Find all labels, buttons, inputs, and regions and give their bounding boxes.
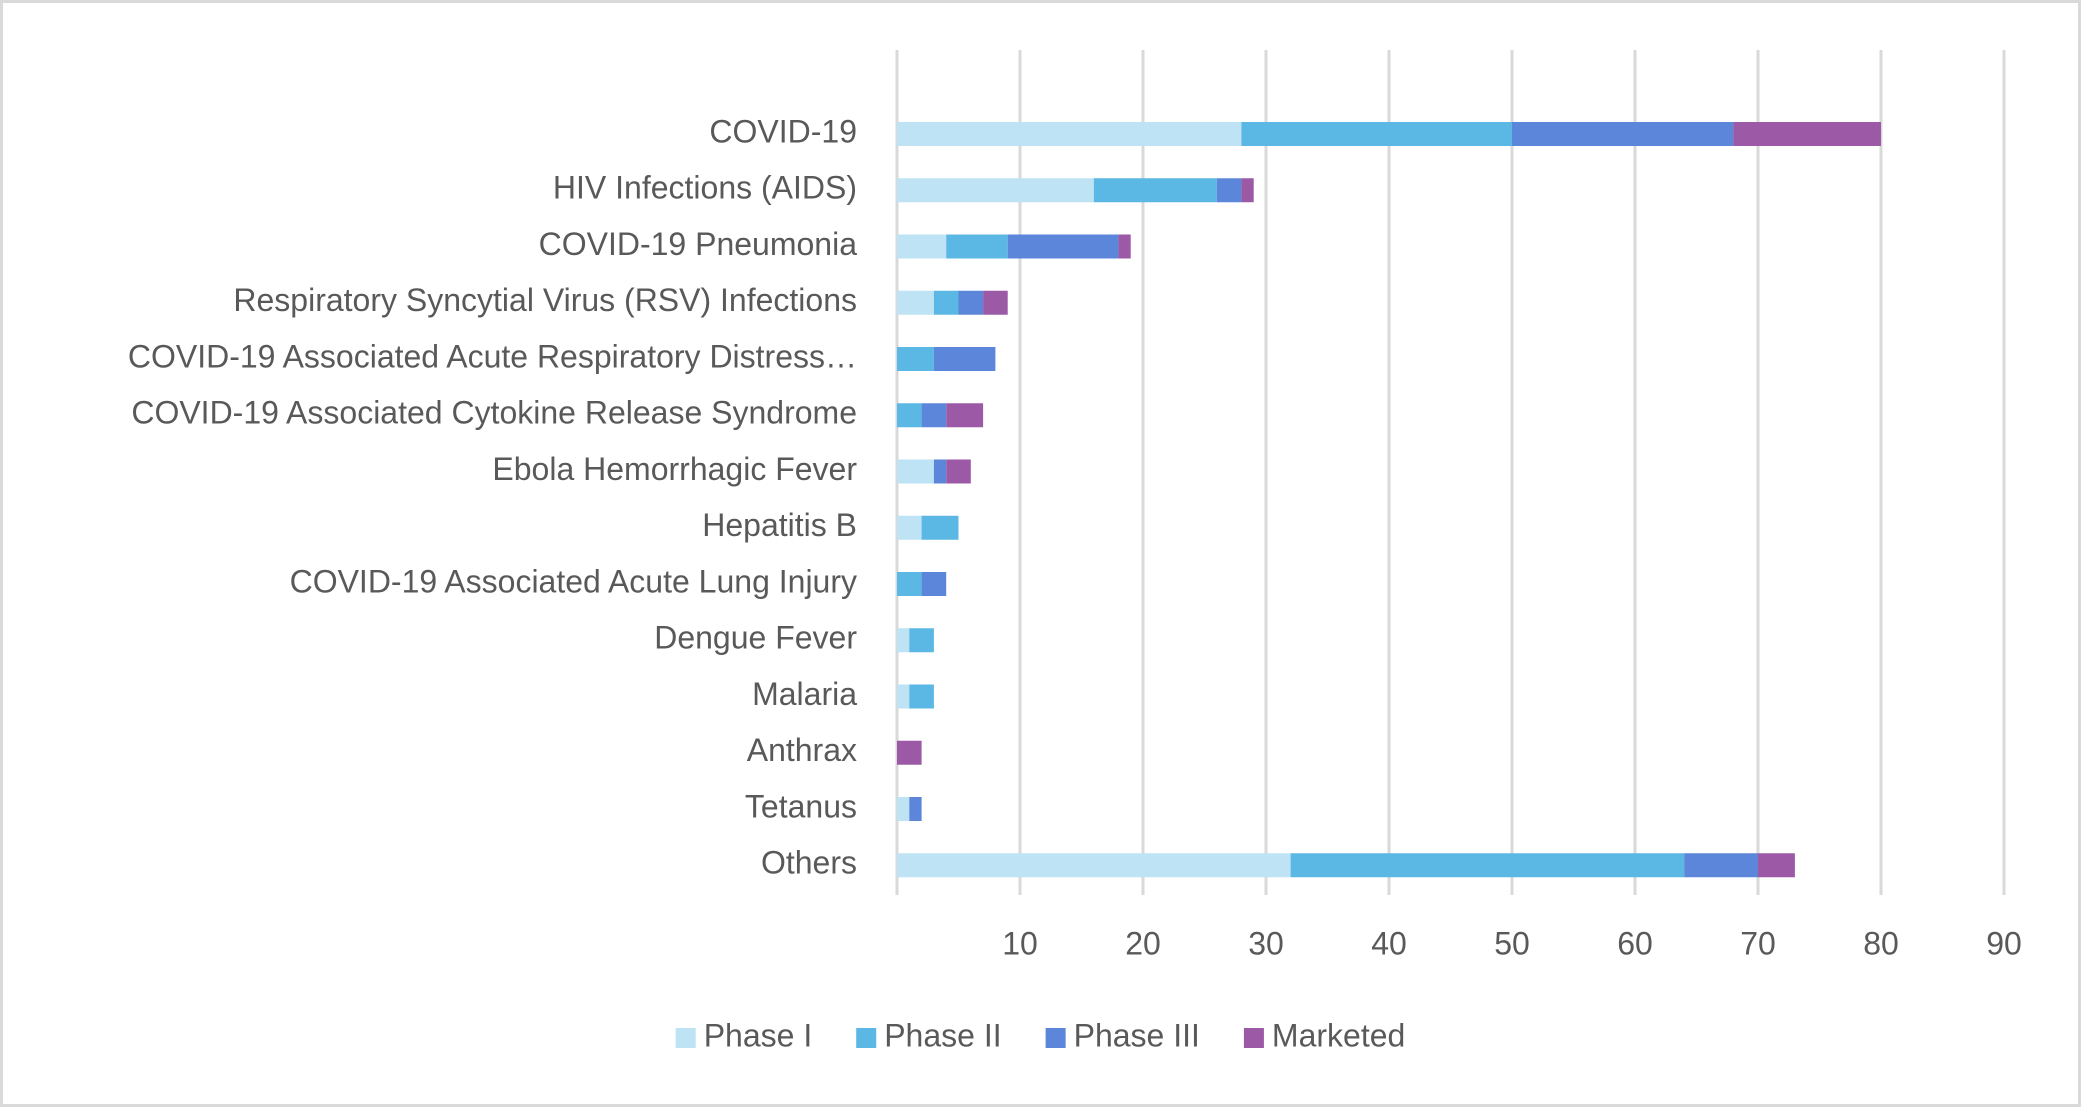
- x-tick-label: 40: [1371, 925, 1407, 961]
- bar-segment: [1241, 178, 1254, 203]
- bar-segment: [933, 459, 947, 484]
- bar-segment: [1118, 234, 1131, 259]
- bar-segment: [958, 290, 984, 315]
- bar-segment: [946, 403, 984, 428]
- x-tick-label: 10: [1002, 925, 1038, 961]
- y-tick-label: Anthrax: [747, 732, 857, 768]
- y-tick-label: Others: [761, 845, 857, 881]
- x-tick-label: 90: [1986, 925, 2022, 961]
- y-tick-label: Dengue Fever: [654, 620, 857, 656]
- bar-segment: [897, 797, 910, 821]
- y-tick-label: COVID-19: [709, 113, 857, 149]
- bar-segment: [946, 234, 1008, 259]
- y-tick-label: COVID-19 Associated Acute Lung Injury: [290, 563, 857, 599]
- bar-segment: [897, 515, 922, 540]
- x-tick-label: 50: [1494, 925, 1530, 961]
- bar-segment: [897, 403, 922, 428]
- bar-segment: [897, 234, 947, 259]
- bar-segment: [897, 572, 922, 596]
- bar-segment: [897, 178, 1094, 203]
- y-tick-label: Malaria: [752, 676, 857, 712]
- bar-segment: [909, 797, 922, 821]
- bar-segment: [909, 628, 934, 653]
- y-tick-label: Hepatitis B: [702, 507, 857, 543]
- legend-swatch: [1243, 1028, 1264, 1048]
- bar-segment: [1733, 122, 1881, 146]
- bar-segment: [897, 628, 910, 653]
- y-tick-label: COVID-19 Associated Acute Respiratory Di…: [128, 338, 857, 374]
- x-tick-label: 60: [1617, 925, 1653, 961]
- bar-segment: [1512, 122, 1734, 146]
- legend-label: Phase II: [884, 1017, 1001, 1053]
- bar-segment: [933, 290, 959, 315]
- bar-segment: [933, 347, 996, 371]
- bar-segment: [897, 122, 1242, 146]
- x-tick-label: 20: [1125, 925, 1161, 961]
- legend-swatch: [856, 1028, 877, 1048]
- bar-segment: [897, 347, 934, 371]
- x-tick-label: 80: [1863, 925, 1899, 961]
- legend-label: Marketed: [1272, 1017, 1405, 1053]
- legend-swatch: [1045, 1028, 1066, 1048]
- bar-segment: [983, 290, 1008, 315]
- bar-segment: [897, 853, 1291, 878]
- y-tick-label: COVID-19 Associated Cytokine Release Syn…: [131, 395, 857, 431]
- x-tick-label: 30: [1248, 925, 1284, 961]
- bar-segment: [897, 290, 934, 315]
- y-tick-label: Tetanus: [745, 788, 857, 824]
- y-tick-label: HIV Infections (AIDS): [553, 170, 857, 206]
- bar-segment: [897, 459, 934, 484]
- bar-segment: [1758, 853, 1795, 878]
- y-tick-label: Respiratory Syncytial Virus (RSV) Infect…: [233, 282, 857, 318]
- legend-label: Phase I: [704, 1017, 813, 1053]
- legend-label: Phase III: [1074, 1017, 1200, 1053]
- bar-segment: [946, 459, 971, 484]
- bar-segment: [909, 684, 934, 709]
- y-tick-label: Ebola Hemorrhagic Fever: [492, 451, 857, 487]
- bar-segment: [1216, 178, 1242, 203]
- bar-segment: [921, 515, 959, 540]
- bar-segment: [1290, 853, 1685, 878]
- bar-segment: [921, 403, 947, 428]
- legend-swatch: [675, 1028, 696, 1048]
- bar-segment: [1007, 234, 1119, 259]
- bar-segment: [1684, 853, 1758, 878]
- bar-segment: [897, 684, 910, 709]
- bar-segment: [1241, 122, 1512, 146]
- x-tick-label: 70: [1740, 925, 1776, 961]
- bar-segment: [921, 572, 947, 596]
- bar-segment: [1093, 178, 1217, 203]
- bar-segment: [897, 740, 922, 765]
- y-tick-label: COVID-19 Pneumonia: [539, 226, 858, 262]
